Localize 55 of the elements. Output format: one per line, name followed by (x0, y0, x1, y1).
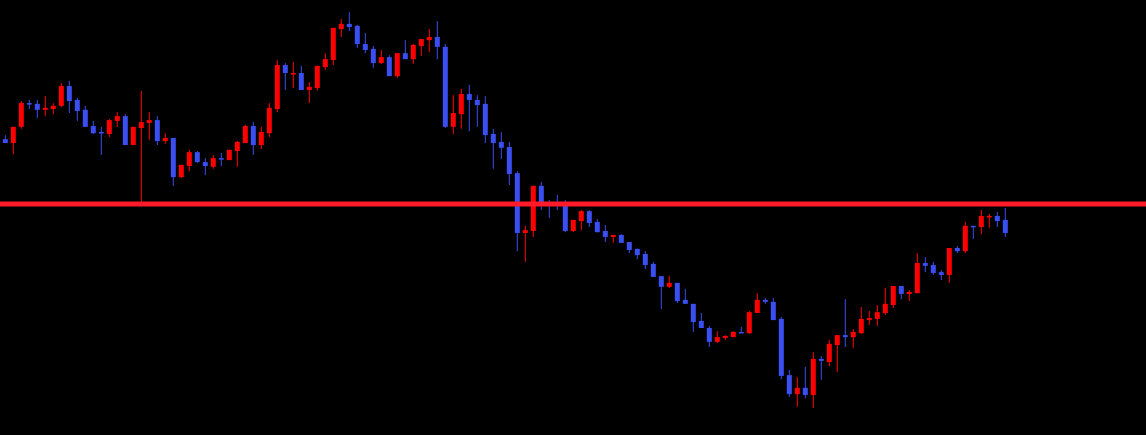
candlestick (234, 140, 240, 168)
candlestick (42, 95, 48, 117)
candlestick (258, 126, 264, 150)
candlestick (154, 115, 160, 146)
candlestick (978, 209, 984, 235)
candlestick (106, 118, 112, 138)
candlestick (882, 287, 888, 316)
candlestick (282, 62, 288, 91)
candlestick (818, 355, 824, 381)
candlestick (394, 52, 400, 79)
candlestick (434, 20, 440, 60)
candlestick (66, 80, 72, 114)
candlestick (786, 369, 792, 398)
candlestick (890, 285, 896, 309)
candlestick (10, 126, 16, 155)
candlestick (354, 24, 360, 49)
candlestick (802, 366, 808, 399)
candlestick (794, 376, 800, 408)
candlestick (82, 105, 88, 128)
candlestick (858, 306, 864, 335)
candlestick (706, 325, 712, 348)
candlestick (314, 65, 320, 92)
candlestick (658, 275, 664, 310)
candlestick (146, 111, 152, 141)
candlestick (410, 43, 416, 65)
candlestick (74, 97, 80, 122)
candlestick (490, 128, 496, 170)
candlestick (450, 94, 456, 135)
candlestick (306, 81, 312, 104)
candlestick (34, 99, 40, 119)
candlestick (58, 82, 64, 108)
candlestick (498, 131, 504, 160)
candlestick (834, 334, 840, 373)
candlestick (826, 339, 832, 367)
candlestick (578, 209, 584, 231)
candlestick (362, 32, 368, 54)
candlestick (250, 121, 256, 156)
candlestick (746, 310, 752, 335)
candlestick (370, 45, 376, 69)
candlestick (186, 149, 192, 172)
candlestick (522, 225, 528, 263)
candlestick (138, 90, 144, 203)
candlestick (874, 304, 880, 327)
candlestick (850, 328, 856, 349)
candlestick (474, 94, 480, 128)
candlestick (426, 28, 432, 53)
candlestick (466, 84, 472, 132)
candlestick (18, 100, 24, 130)
candlestick (346, 11, 352, 32)
candlestick (842, 298, 848, 348)
candlestick (298, 65, 304, 91)
candlestick (690, 303, 696, 333)
candlestick (1002, 207, 1008, 238)
candlestick (754, 292, 760, 314)
candlestick (458, 88, 464, 130)
